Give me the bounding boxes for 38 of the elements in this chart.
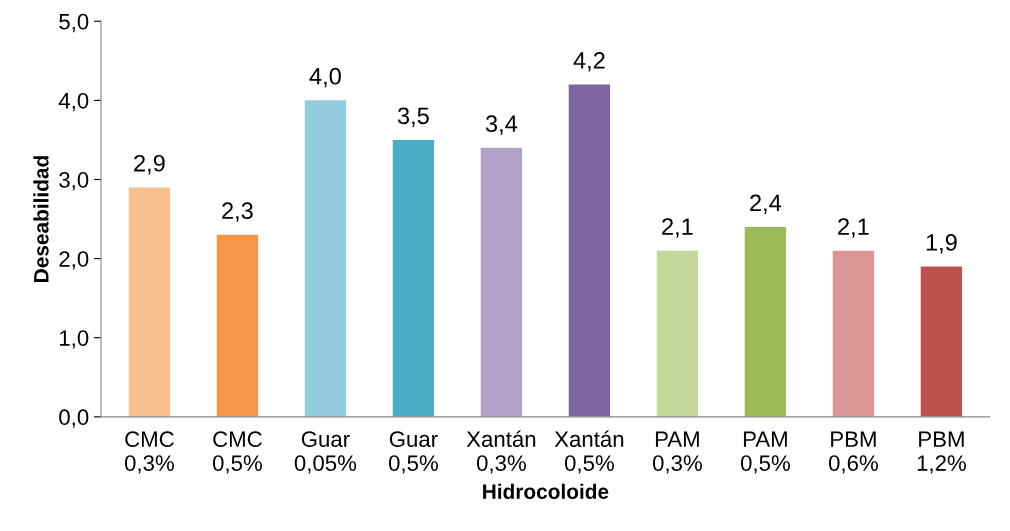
data-label: 2,1	[838, 218, 869, 238]
data-label: 2,1	[662, 218, 693, 238]
data-label: 4,0	[309, 67, 341, 88]
data-label: 1,9	[926, 234, 957, 254]
x-tick-label: Guar 0,05%	[294, 431, 357, 474]
data-label: 2,4	[750, 194, 782, 214]
y-tick-label: 3,0	[59, 172, 89, 191]
y-tick-label: 0,0	[59, 409, 89, 428]
bar	[920, 266, 963, 417]
bar	[216, 234, 259, 417]
data-label: 2,3	[222, 202, 253, 222]
x-tick-label: Xantán 0,3%	[466, 430, 536, 474]
bar	[832, 250, 875, 417]
x-tick-label: PAM 0,5%	[740, 431, 790, 474]
bar	[744, 226, 787, 417]
data-label: 2,9	[134, 154, 165, 175]
x-tick-label: PBM 1,2%	[917, 431, 966, 474]
bar	[656, 250, 699, 417]
bar	[392, 139, 435, 417]
x-tick-label: CMC 0,3%	[124, 431, 174, 474]
x-axis-title: Hidrocoloide	[483, 483, 609, 500]
bar	[304, 100, 347, 417]
y-tick-label: 4,0	[58, 92, 89, 112]
data-label: 3,5	[397, 107, 429, 127]
x-tick-label: PAM 0,3%	[652, 431, 702, 474]
y-tick-label: 2,0	[59, 251, 89, 270]
data-label: 3,4	[485, 115, 518, 135]
bar	[568, 84, 611, 417]
x-tick-label: PBM 0,6%	[828, 431, 878, 474]
bar	[128, 187, 171, 417]
x-tick-label: Xantán 0,5%	[554, 430, 624, 474]
bar	[480, 147, 523, 417]
data-label: 4,2	[573, 52, 605, 72]
y-tick-label: 1,0	[60, 330, 89, 349]
x-tick-label: Guar 0,5%	[388, 431, 438, 474]
y-axis-title: Deseabilidad	[33, 156, 49, 282]
x-tick-label: CMC 0,5%	[212, 431, 262, 474]
y-tick-label: 5,0	[59, 13, 89, 33]
